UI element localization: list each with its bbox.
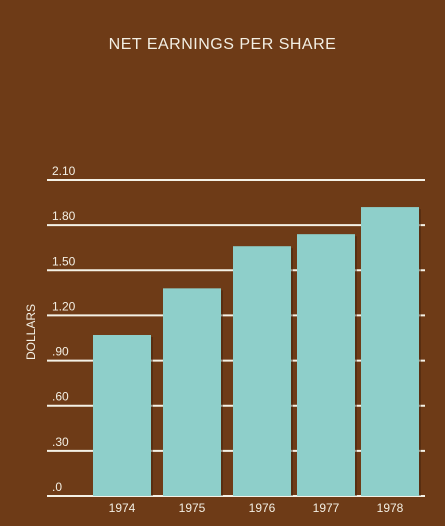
y-tick-label: .60 <box>52 390 69 404</box>
y-tick-label: 2.10 <box>52 164 76 178</box>
x-tick-label: 1974 <box>109 501 136 515</box>
bar <box>361 207 419 497</box>
x-tick-label: 1975 <box>179 501 206 515</box>
bar <box>163 288 221 496</box>
x-tick-label: 1976 <box>249 501 276 515</box>
y-tick-label: .0 <box>52 480 62 494</box>
bar <box>233 246 291 496</box>
y-tick-label: 1.80 <box>52 209 76 223</box>
y-tick-label: .30 <box>52 435 69 449</box>
y-tick-label: 1.20 <box>52 299 76 313</box>
bar <box>93 334 151 496</box>
chart-title: NET EARNINGS PER SHARE <box>108 36 337 53</box>
y-tick-label: 1.50 <box>52 254 76 268</box>
y-tick-label: .90 <box>52 345 69 359</box>
x-tick-label: 1977 <box>313 501 340 515</box>
x-tick-label: 1978 <box>377 501 404 515</box>
bar <box>297 234 355 496</box>
